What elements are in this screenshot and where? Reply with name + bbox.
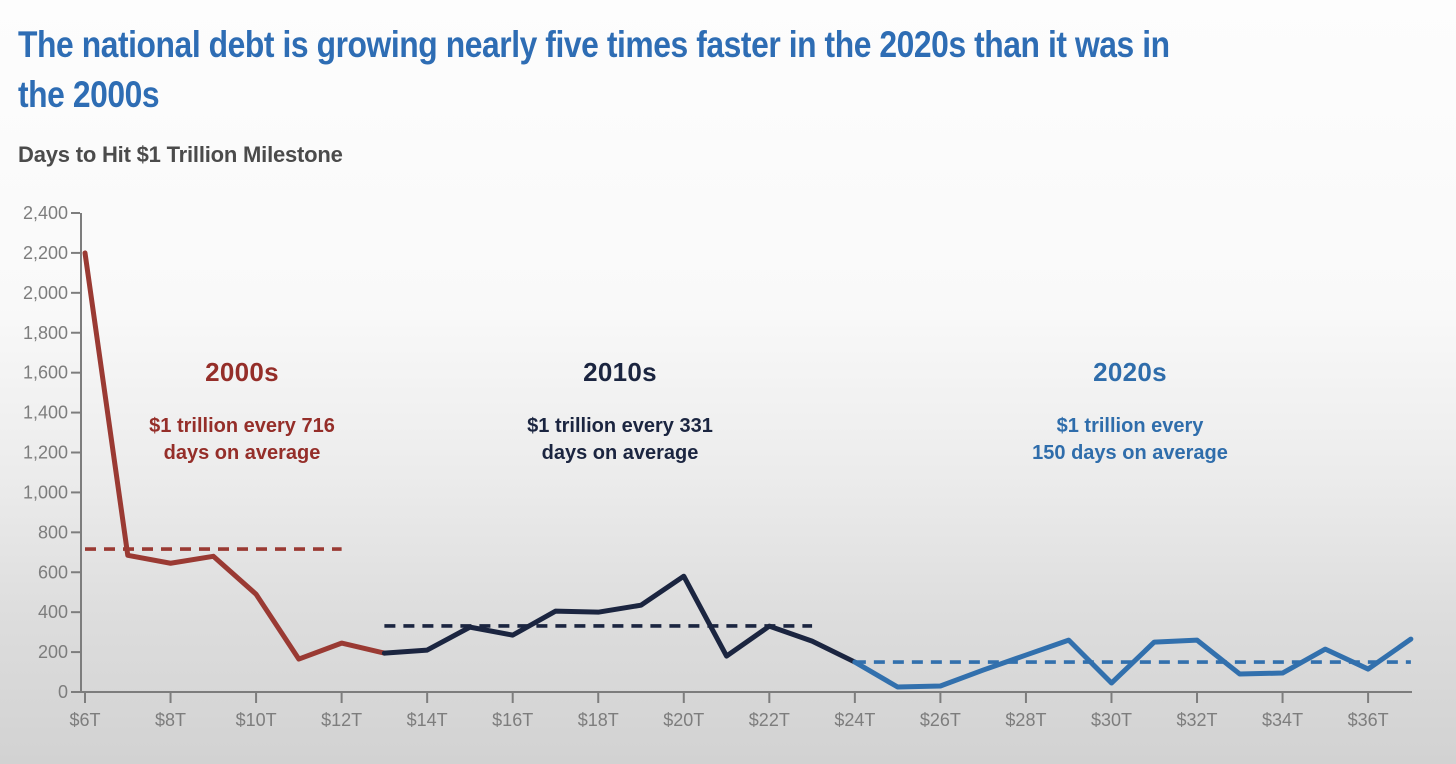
x-tick-label: $14T <box>407 710 448 730</box>
annotation-2020s-decade: 2020s <box>1093 357 1167 387</box>
series-line-2000s <box>82 250 387 662</box>
x-tick-label: $12T <box>321 710 362 730</box>
y-tick-label: 600 <box>38 562 68 582</box>
y-tick-label: 1,200 <box>23 443 68 463</box>
annotation-2020s-desc: $1 trillion every 150 days on average <box>970 413 1290 467</box>
annotation-2000s-desc: $1 trillion every 716 days on average <box>82 413 402 467</box>
x-tick-label: $20T <box>663 710 704 730</box>
y-tick-label: 800 <box>38 522 68 542</box>
y-tick-label: 0 <box>58 682 68 702</box>
annotation-2010s-desc-line2: days on average <box>541 442 699 464</box>
annotation-2020s-desc-line1: $1 trillion every <box>1056 415 1204 437</box>
y-tick-label: 2,400 <box>23 203 68 223</box>
annotation-2020s-desc-line2: 150 days on average <box>1032 442 1228 464</box>
y-tick-label: 1,000 <box>23 482 68 502</box>
page-title-line2: the 2000s <box>18 74 160 115</box>
page-title-line1: The national debt is growing nearly five… <box>18 24 1170 65</box>
x-tick-label: $22T <box>749 710 790 730</box>
annotation-2000s-decade: 2000s <box>205 357 279 387</box>
annotation-2010s-decade: 2010s <box>583 357 657 387</box>
y-tick-label: 2,200 <box>23 243 68 263</box>
x-tick-label: $34T <box>1262 710 1303 730</box>
x-tick-label: $18T <box>578 710 619 730</box>
annotation-2010s-desc: $1 trillion every 331 days on average <box>460 413 780 467</box>
y-tick-label: 400 <box>38 602 68 622</box>
annotation-2020s: 2020s $1 trillion every 150 days on aver… <box>970 357 1290 467</box>
x-tick-label: $6T <box>69 710 100 730</box>
y-tick-label: 1,600 <box>23 363 68 383</box>
x-tick-label: $28T <box>1005 710 1046 730</box>
x-tick-label: $10T <box>236 710 277 730</box>
y-tick-label: 2,000 <box>23 283 68 303</box>
page-title: The national debt is growing nearly five… <box>18 20 1170 120</box>
series-line-2020s <box>852 636 1414 690</box>
series-line-2010s <box>381 573 858 665</box>
annotation-2000s-desc-line1: $1 trillion every 716 <box>149 415 335 437</box>
chart-subtitle: Days to Hit $1 Trillion Milestone <box>18 142 343 167</box>
y-tick-label: 1,400 <box>23 403 68 423</box>
annotation-2000s: 2000s $1 trillion every 716 days on aver… <box>82 357 402 467</box>
x-tick-label: $30T <box>1091 710 1132 730</box>
x-tick-label: $16T <box>492 710 533 730</box>
x-tick-label: $8T <box>155 710 186 730</box>
x-tick-label: $24T <box>834 710 875 730</box>
y-tick-label: 200 <box>38 642 68 662</box>
annotation-2010s-desc-line1: $1 trillion every 331 <box>527 415 713 437</box>
annotation-2000s-desc-line2: days on average <box>163 442 321 464</box>
x-tick-label: $36T <box>1348 710 1389 730</box>
y-tick-label: 1,800 <box>23 323 68 343</box>
x-tick-label: $32T <box>1177 710 1218 730</box>
annotation-2010s: 2010s $1 trillion every 331 days on aver… <box>460 357 780 467</box>
x-tick-label: $26T <box>920 710 961 730</box>
